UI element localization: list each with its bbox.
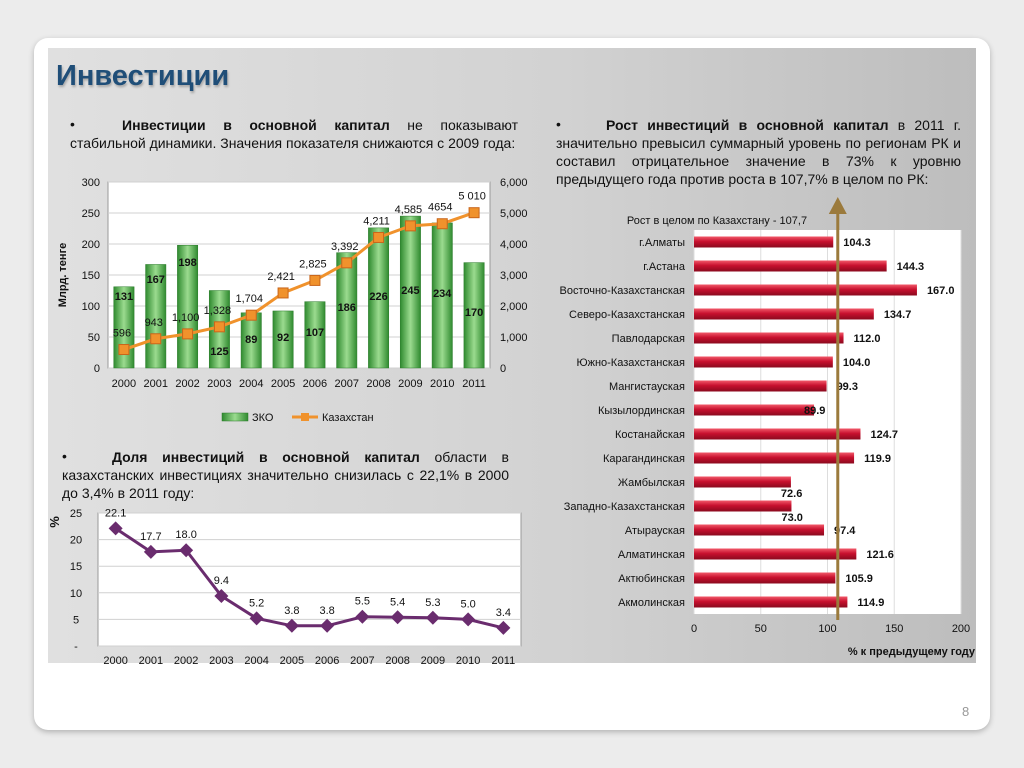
bullet-1-rest: не показывают стабильной динамики. Значе… bbox=[70, 117, 518, 151]
bullet-text-1: Инвестиции в основной капитал не показыв… bbox=[70, 116, 518, 152]
bullet-marker-1: • bbox=[70, 116, 75, 132]
page-number: 8 bbox=[962, 704, 970, 719]
bullet-marker-2: • bbox=[556, 116, 561, 132]
bullet-marker-3: • bbox=[62, 448, 67, 464]
bullet-text-2: Рост инвестиций в основной капитал в 201… bbox=[556, 116, 961, 188]
bullet-text-3: Доля инвестиций в основной капитал облас… bbox=[62, 448, 509, 502]
bullet-2-rest: в 2011 г. значительно превысил суммарный… bbox=[556, 117, 961, 187]
bullet-3-rest: области в казахстанских инвестициях знач… bbox=[62, 449, 509, 501]
bullet-2-bold: Рост инвестиций в основной капитал bbox=[606, 117, 889, 133]
bullet-3-bold: Доля инвестиций в основной капитал bbox=[112, 449, 420, 465]
bullet-1-bold: Инвестиции в основной капитал bbox=[122, 117, 390, 133]
slide-title: Инвестиции bbox=[56, 60, 230, 92]
